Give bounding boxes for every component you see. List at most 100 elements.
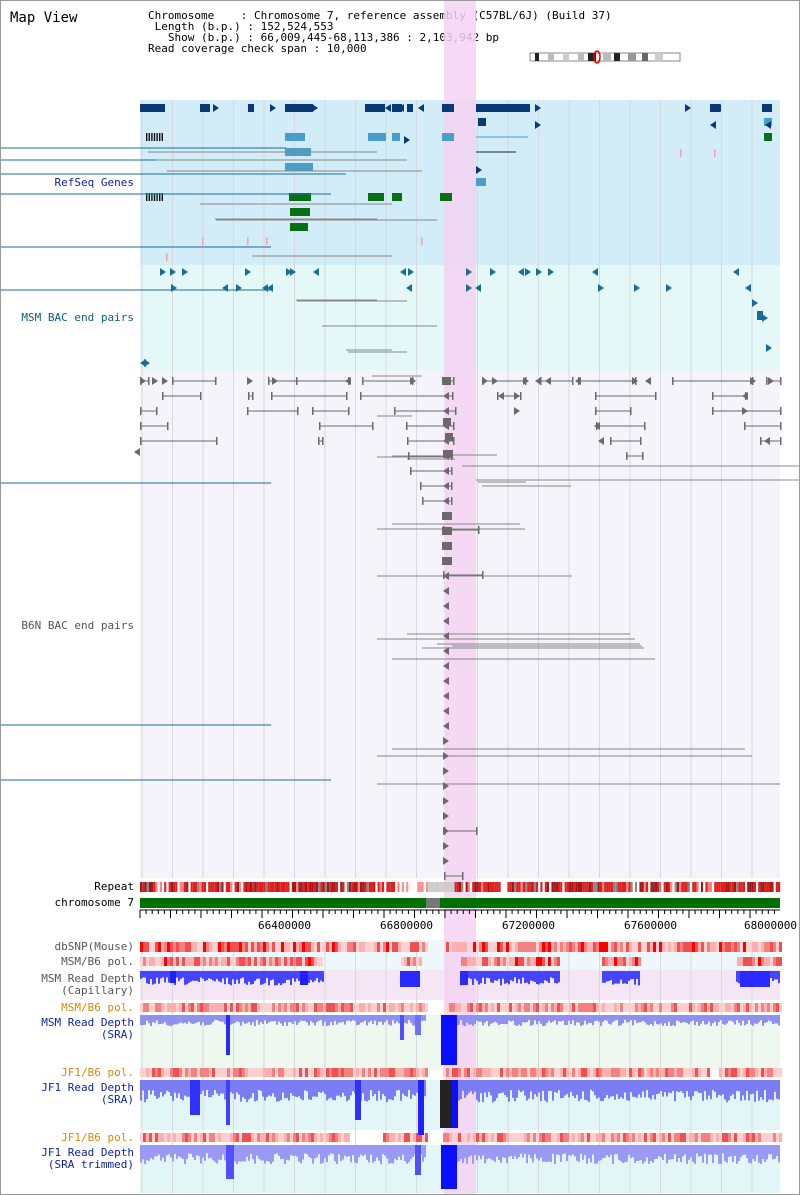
read-depth-bar — [590, 1080, 592, 1090]
read-depth-bar — [510, 1080, 512, 1091]
polymorphism-cell — [461, 957, 464, 966]
repeat-segment — [685, 882, 688, 892]
polymorphism-cell — [512, 1003, 515, 1012]
polymorphism-cell — [179, 1003, 182, 1012]
track-label-msm-bac[interactable]: MSM BAC end pairs — [21, 311, 134, 324]
polymorphism-cell — [512, 1133, 515, 1142]
polymorphism-cell — [761, 957, 764, 966]
read-depth-bar — [604, 971, 606, 983]
read-depth-bar — [198, 1015, 200, 1022]
read-depth-bar — [692, 1080, 694, 1097]
read-depth-bar — [310, 971, 312, 980]
polymorphism-cell — [716, 1003, 719, 1012]
repeat-segment — [584, 882, 587, 892]
read-depth-bar — [586, 1080, 588, 1101]
read-depth-bar — [312, 971, 314, 983]
polymorphism-cell — [743, 1133, 746, 1142]
polymorphism-cell — [476, 1068, 479, 1077]
polymorphism-cell — [206, 1003, 209, 1012]
read-depth-bar — [288, 1015, 290, 1023]
polymorphism-cell — [203, 1068, 206, 1077]
read-depth-bar — [684, 1080, 686, 1098]
polymorphism-cell — [563, 1068, 566, 1077]
msm-bac-arrow — [466, 284, 472, 292]
repeat-segment — [267, 882, 270, 892]
read-depth-bar — [178, 971, 180, 982]
read-depth-bar — [556, 1015, 558, 1025]
repeat-segment — [588, 882, 591, 892]
polymorphism-cell — [668, 942, 671, 952]
read-depth-bar — [460, 1015, 462, 1020]
read-depth-bar — [234, 1145, 236, 1162]
track-label-b6n-bac[interactable]: B6N BAC end pairs — [21, 619, 134, 632]
polymorphism-cell — [500, 942, 503, 952]
track-label-refseq[interactable]: RefSeq Genes — [54, 176, 134, 189]
polymorphism-cell — [209, 957, 212, 966]
polymorphism-cell — [410, 1003, 413, 1012]
read-depth-bar — [164, 1145, 166, 1162]
repeat-segment — [555, 882, 558, 892]
read-depth-bar — [650, 1145, 652, 1162]
read-depth-bar — [160, 1080, 162, 1092]
repeat-segment — [426, 882, 429, 892]
repeat-segment — [254, 882, 257, 892]
polymorphism-cell — [497, 942, 500, 952]
polymorphism-cell — [377, 1068, 380, 1077]
read-depth-bar — [612, 1145, 614, 1164]
read-depth-bar — [722, 1145, 724, 1154]
read-depth-bar — [204, 971, 206, 982]
polymorphism-cell — [158, 1068, 161, 1077]
read-depth-bar — [500, 971, 502, 986]
read-depth-bar — [462, 1145, 464, 1164]
read-depth-bar — [714, 1080, 716, 1092]
polymorphism-cell — [275, 1133, 278, 1142]
polymorphism-cell — [281, 1003, 284, 1012]
polymorphism-cell — [152, 942, 155, 952]
read-depth-bar — [212, 971, 214, 981]
polymorphism-cell — [758, 957, 761, 966]
read-depth-bar — [150, 1145, 152, 1159]
read-depth-bar — [654, 1145, 656, 1160]
msm-bac-arrow — [490, 268, 496, 276]
polymorphism-cell — [416, 1068, 419, 1077]
polymorphism-cell — [374, 1068, 377, 1077]
ideogram-band — [614, 53, 620, 61]
read-depth-bar — [614, 971, 616, 984]
read-depth-bar — [740, 1015, 742, 1026]
read-depth-bar — [222, 1145, 224, 1155]
polymorphism-cell — [722, 1133, 725, 1142]
read-depth-bar — [314, 1080, 316, 1097]
polymorphism-cell — [551, 1068, 554, 1077]
polymorphism-cell — [143, 942, 146, 952]
read-depth-bar — [320, 1015, 322, 1020]
read-depth-bar — [608, 1145, 610, 1158]
read-depth-bar — [520, 1145, 522, 1154]
read-depth-bar — [224, 971, 226, 985]
read-depth-bar — [628, 1080, 630, 1101]
read-depth-bar — [204, 1080, 206, 1096]
polymorphism-cell — [686, 1133, 689, 1142]
polymorphism-cell — [191, 1133, 194, 1142]
read-depth-bar — [224, 1015, 226, 1025]
polymorphism-cell — [452, 1003, 455, 1012]
b6n-bac-end — [744, 422, 746, 430]
polymorphism-cell — [680, 1133, 683, 1142]
read-depth-bar — [212, 1145, 214, 1161]
read-depth-bar — [572, 1080, 574, 1096]
repeat-segment — [551, 882, 554, 892]
read-depth-bar — [148, 971, 150, 985]
polymorphism-cell — [569, 942, 572, 952]
repeat-segment — [690, 882, 693, 892]
b6n-bac-end — [296, 377, 298, 385]
read-depth-bar — [560, 1015, 562, 1022]
polymorphism-cell — [359, 1003, 362, 1012]
polymorphism-cell — [725, 1003, 728, 1012]
repeat-segment — [346, 882, 349, 892]
read-depth-bar — [716, 1145, 718, 1155]
read-depth-bar — [550, 971, 552, 978]
repeat-segment — [258, 882, 261, 892]
repeat-segment — [738, 882, 741, 892]
read-depth-bar — [540, 1145, 542, 1158]
